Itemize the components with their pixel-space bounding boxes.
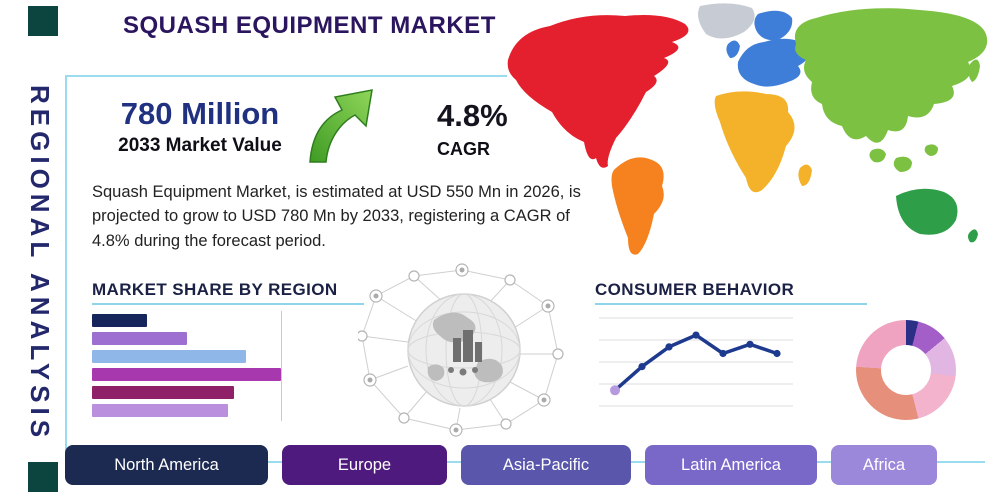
bar-region-0 <box>92 314 147 327</box>
region-button-africa[interactable]: Africa <box>831 445 937 485</box>
donut-hole <box>881 345 931 395</box>
region-button-latin-america[interactable]: Latin America <box>645 445 817 485</box>
bar-region-5 <box>92 404 228 417</box>
line-marker-0 <box>610 385 620 396</box>
cagr-block: 4.8% CAGR <box>437 98 508 160</box>
globe-continents <box>427 312 503 383</box>
region-button-row: North America Europe Asia-Pacific Latin … <box>65 445 985 485</box>
line-chart-gridlines <box>599 317 793 407</box>
side-label: REGIONAL ANALYSIS <box>25 85 55 443</box>
continent-asia-islands-2 <box>893 156 912 172</box>
bar-chart-axis-line <box>281 311 282 421</box>
continent-south-america <box>611 157 664 255</box>
region-button-europe[interactable]: Europe <box>282 445 447 485</box>
continent-africa-madagascar <box>798 164 812 186</box>
donut-chart <box>856 320 956 420</box>
globe-buildings-icon <box>453 330 482 362</box>
continent-north-america <box>507 15 689 168</box>
network-nodes <box>356 263 564 437</box>
corner-accent-bottom <box>28 462 58 492</box>
bar-region-1 <box>92 332 188 345</box>
line-marker-3 <box>692 331 700 339</box>
consumer-behavior-markers <box>610 331 781 396</box>
growth-arrow-icon <box>300 86 384 170</box>
globe-network-illustration <box>356 262 570 440</box>
region-button-north-america[interactable]: North America <box>65 445 268 485</box>
continent-australia <box>896 188 958 235</box>
network-node-dots <box>367 267 551 433</box>
cagr-value: 4.8% <box>437 98 508 133</box>
continent-europe-uk <box>726 40 740 58</box>
market-value-caption: 2033 Market Value <box>118 134 282 156</box>
bar-region-3 <box>92 368 281 381</box>
growth-arrow-svg <box>309 89 373 163</box>
bar-region-2 <box>92 350 247 363</box>
line-marker-5 <box>746 340 754 348</box>
region-button-asia-pacific[interactable]: Asia-Pacific <box>461 445 631 485</box>
market-description: Squash Equipment Market, is estimated at… <box>92 183 581 250</box>
market-value: 780 Million <box>120 96 280 131</box>
consumer-behavior-underline <box>595 303 867 305</box>
continent-asia-japan <box>968 59 980 82</box>
market-share-heading: MARKET SHARE BY REGION <box>92 280 338 299</box>
arrow-shape <box>309 89 373 163</box>
line-marker-1 <box>638 363 646 371</box>
continent-greenland <box>698 3 755 39</box>
line-marker-2 <box>665 343 673 351</box>
continent-asia-islands-3 <box>924 144 938 156</box>
frame-border <box>65 75 507 465</box>
globe-network-svg <box>356 263 564 437</box>
bar-region-4 <box>92 386 235 399</box>
corner-accent-top <box>28 6 58 36</box>
consumer-behavior-heading: CONSUMER BEHAVIOR <box>595 280 795 299</box>
continent-europe <box>737 38 809 87</box>
line-marker-6 <box>773 349 781 358</box>
world-map-svg <box>507 3 988 255</box>
globe-people-icons <box>448 367 478 376</box>
page-title: SQUASH EQUIPMENT MARKET <box>123 12 496 39</box>
line-chart <box>599 317 793 407</box>
continent-new-zealand <box>968 229 978 243</box>
market-value-block: 780 Million 2033 Market Value <box>85 96 315 157</box>
world-map <box>500 0 1000 270</box>
continent-asia-islands-1 <box>869 148 886 163</box>
line-marker-4 <box>719 349 727 358</box>
continent-africa <box>714 91 795 193</box>
cagr-label: CAGR <box>437 138 490 159</box>
bar-chart <box>92 314 295 422</box>
continent-europe-scandinavia <box>754 10 793 41</box>
continent-asia <box>794 8 988 143</box>
market-share-underline <box>92 303 364 305</box>
